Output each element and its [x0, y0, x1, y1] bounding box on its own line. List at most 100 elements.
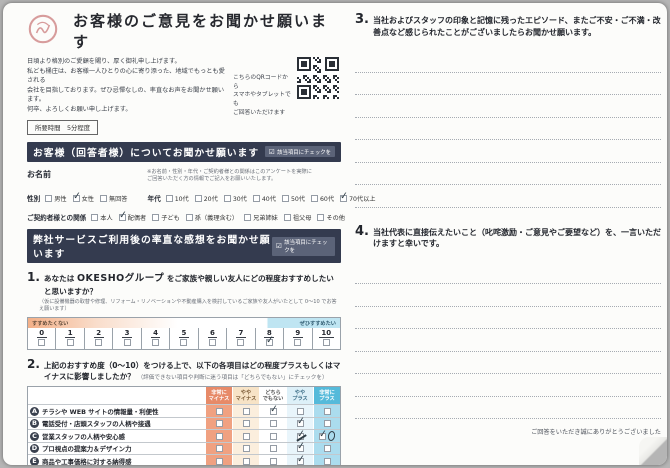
matrix-cell[interactable]	[286, 417, 313, 430]
option-70代以上[interactable]: 70代以上	[340, 194, 376, 203]
option-checkbox[interactable]	[91, 213, 99, 221]
matrix-cell[interactable]	[313, 455, 340, 465]
matrix-checkbox[interactable]	[242, 432, 250, 440]
option-checkbox[interactable]	[244, 213, 252, 221]
matrix-cell[interactable]	[259, 417, 286, 430]
matrix-cell[interactable]	[205, 405, 232, 417]
matrix-checkbox[interactable]	[215, 420, 223, 428]
option-checkbox[interactable]	[281, 194, 289, 202]
matrix-checkbox[interactable]	[269, 445, 277, 453]
matrix-checkbox[interactable]	[323, 407, 331, 415]
matrix-checkbox[interactable]	[323, 420, 331, 428]
option-男性[interactable]: 男性	[45, 194, 67, 203]
matrix-cell[interactable]	[259, 455, 286, 465]
matrix-checkbox[interactable]	[215, 407, 223, 415]
option-checkbox[interactable]	[45, 194, 53, 202]
matrix-checkbox[interactable]	[269, 420, 277, 428]
option-40代[interactable]: 40代	[252, 194, 276, 203]
matrix-checkbox[interactable]	[215, 432, 223, 440]
matrix-checkbox[interactable]	[323, 457, 331, 465]
score-checkbox-8[interactable]	[265, 339, 273, 347]
option-孫（義理含む）[interactable]: 孫（義理含む）	[185, 213, 238, 222]
matrix-cell[interactable]	[232, 417, 259, 430]
score-checkbox-9[interactable]	[294, 339, 302, 347]
matrix-cell[interactable]	[205, 430, 232, 442]
score-checkbox-4[interactable]	[152, 339, 160, 347]
matrix-cell[interactable]	[205, 442, 232, 455]
option-checkbox[interactable]	[99, 194, 107, 202]
matrix-cell[interactable]	[286, 430, 313, 442]
option-checkbox[interactable]	[283, 213, 291, 221]
matrix-checkbox[interactable]	[269, 457, 277, 465]
matrix-checkbox[interactable]	[242, 445, 250, 453]
matrix-cell[interactable]	[259, 442, 286, 455]
score-cell-5[interactable]: 5	[169, 328, 197, 350]
matrix-checkbox[interactable]	[242, 457, 250, 465]
matrix-cell[interactable]	[232, 442, 259, 455]
option-60代[interactable]: 60代	[311, 194, 334, 203]
score-checkbox-3[interactable]	[123, 339, 131, 347]
score-cell-0[interactable]: 0	[28, 328, 55, 349]
option-20代[interactable]: 20代	[194, 194, 218, 203]
option-checkbox[interactable]	[152, 213, 160, 221]
matrix-checkbox[interactable]	[269, 432, 277, 440]
matrix-cell[interactable]	[205, 455, 232, 465]
option-無回答[interactable]: 無回答	[99, 194, 128, 203]
matrix-cell[interactable]	[313, 405, 340, 417]
matrix-checkbox[interactable]	[296, 445, 304, 453]
matrix-checkbox[interactable]	[296, 407, 304, 415]
matrix-checkbox[interactable]	[215, 457, 223, 465]
score-checkbox-0[interactable]	[38, 339, 46, 347]
matrix-checkbox[interactable]	[318, 432, 326, 440]
matrix-cell[interactable]	[205, 417, 232, 430]
q4-answer-area[interactable]	[355, 262, 661, 420]
matrix-cell[interactable]	[232, 430, 259, 442]
option-checkbox[interactable]	[194, 194, 202, 202]
matrix-checkbox[interactable]	[296, 457, 304, 465]
option-本人[interactable]: 本人	[91, 213, 113, 222]
score-cell-1[interactable]: 1	[55, 328, 83, 350]
score-checkbox-10[interactable]	[322, 339, 330, 347]
matrix-cell[interactable]	[313, 417, 340, 430]
score-checkbox-1[interactable]	[66, 339, 74, 347]
option-女性[interactable]: 女性	[72, 194, 94, 203]
matrix-cell[interactable]	[313, 430, 340, 442]
option-checkbox[interactable]	[223, 194, 231, 202]
score-checkbox-5[interactable]	[180, 339, 188, 347]
option-checkbox[interactable]	[252, 194, 260, 202]
option-50代[interactable]: 50代	[281, 194, 305, 203]
matrix-checkbox[interactable]	[242, 407, 250, 415]
matrix-checkbox[interactable]	[296, 432, 304, 440]
matrix-cell[interactable]	[313, 442, 340, 455]
matrix-cell[interactable]	[232, 455, 259, 465]
matrix-cell[interactable]	[259, 430, 286, 442]
score-cell-3[interactable]: 3	[112, 328, 140, 350]
option-30代[interactable]: 30代	[223, 194, 247, 203]
score-cell-8[interactable]: 8	[254, 328, 283, 350]
option-祖父母[interactable]: 祖父母	[283, 213, 311, 222]
option-checkbox[interactable]	[317, 213, 325, 221]
option-その他[interactable]: その他	[317, 213, 345, 222]
option-子ども[interactable]: 子ども	[152, 213, 180, 222]
matrix-cell[interactable]	[286, 442, 313, 455]
score-cell-2[interactable]: 2	[83, 328, 112, 350]
score-cell-7[interactable]: 7	[226, 328, 254, 350]
matrix-checkbox[interactable]	[269, 407, 277, 415]
option-配偶者[interactable]: 配偶者	[118, 213, 146, 222]
option-checkbox[interactable]	[72, 194, 80, 202]
score-checkbox-7[interactable]	[237, 339, 245, 347]
option-checkbox[interactable]	[185, 213, 193, 221]
option-checkbox[interactable]	[165, 194, 173, 202]
score-checkbox-6[interactable]	[208, 339, 216, 347]
option-checkbox[interactable]	[311, 194, 318, 202]
option-10代[interactable]: 10代	[165, 194, 189, 203]
q3-answer-area[interactable]	[355, 50, 661, 208]
matrix-cell[interactable]	[259, 405, 286, 417]
option-checkbox[interactable]	[340, 194, 348, 202]
matrix-checkbox[interactable]	[242, 420, 250, 428]
matrix-checkbox[interactable]	[323, 445, 331, 453]
matrix-checkbox[interactable]	[296, 420, 304, 428]
matrix-cell[interactable]	[286, 405, 313, 417]
score-cell-4[interactable]: 4	[140, 328, 169, 350]
score-checkbox-2[interactable]	[95, 339, 103, 347]
